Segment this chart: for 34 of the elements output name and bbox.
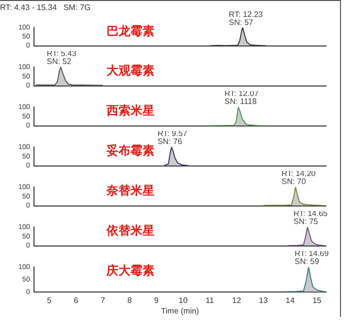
- x-tick-label: 13: [258, 296, 268, 306]
- annotation: 庆大霉素: [105, 263, 154, 278]
- annotation: 依替米星: [105, 223, 154, 238]
- annotation: SN: 1118: [224, 97, 258, 106]
- annotation: RT: 9.57: [158, 129, 188, 138]
- annotation: 西索米星: [105, 103, 154, 118]
- x-tick-label: 14: [286, 296, 296, 306]
- annotation: SN: 57: [228, 18, 254, 27]
- annotation: 巴龙霉素: [106, 24, 154, 38]
- annotation: SN: 76: [158, 137, 183, 146]
- annotation: SN: 52: [46, 57, 72, 66]
- annotation: RT: 12.23: [228, 10, 264, 19]
- x-tick-label: 10: [178, 296, 188, 306]
- x-tick-label: 6: [74, 296, 79, 306]
- annotation: SN: 70: [281, 177, 306, 186]
- annotation: 妥布霉素: [105, 143, 154, 158]
- x-tick-label: 15: [312, 296, 322, 306]
- annotation: RT: 14.65: [294, 209, 328, 218]
- chart-title: RT: 4.43 - 15.34 SM: 7G: [0, 3, 91, 12]
- x-tick-label: 5: [47, 296, 52, 306]
- x-tick-label: 7: [100, 296, 106, 306]
- annotation: RT: 5.43: [46, 49, 77, 58]
- x-tick-label: 12: [232, 296, 242, 306]
- annotation: RT: 14.69: [294, 249, 330, 258]
- annotation: SN: 59: [294, 257, 320, 266]
- annotation: RT: 12.07: [224, 89, 260, 98]
- annotation: 大观霉素: [106, 63, 154, 78]
- x-tick-label: 9: [154, 296, 160, 306]
- x-tick-label: 11: [206, 296, 215, 306]
- annotation: SN: 75: [294, 217, 319, 226]
- annotation: 奈替米星: [105, 183, 154, 198]
- x-axis-title: Time (min): [161, 306, 200, 316]
- annotation: RT: 14.20: [281, 169, 316, 178]
- x-tick-label: 8: [127, 296, 132, 306]
